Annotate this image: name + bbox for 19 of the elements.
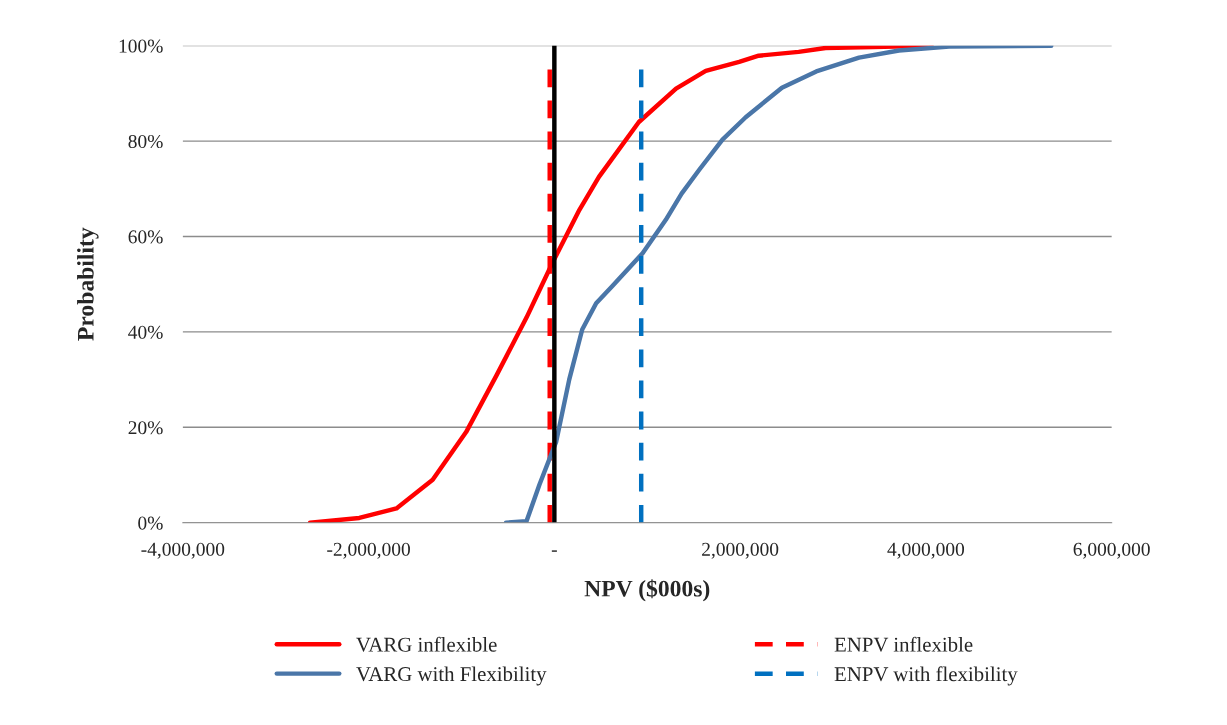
x-tick-label: -2,000,000	[327, 542, 410, 559]
legend-label: VARG inflexible	[356, 636, 497, 652]
y-tick-label: 0%	[138, 516, 163, 530]
x-tick-label: 4,000,000	[887, 542, 965, 559]
y-tick-label: 40%	[128, 325, 163, 339]
line-series	[503, 45, 1054, 523]
x-tick-label: 2,000,000	[702, 542, 779, 559]
legend-label: ENPV inflexible	[834, 636, 973, 652]
x-tick-label: 6,000,000	[1073, 542, 1150, 559]
legend-label: VARG with Flexibility	[356, 666, 547, 686]
y-tick-label: 80%	[128, 134, 163, 149]
x-tick-label: -4,000,000	[141, 542, 225, 559]
x-axis-title: NPV ($000s)	[584, 579, 710, 602]
y-tick-label: 20%	[128, 421, 163, 435]
y-axis-title: Probability	[77, 227, 99, 341]
legend-label: ENPV with flexibility	[834, 666, 1018, 686]
x-tick-label: -	[551, 550, 557, 552]
y-tick-label: 100%	[119, 39, 163, 53]
y-tick-label: 60%	[128, 230, 163, 244]
